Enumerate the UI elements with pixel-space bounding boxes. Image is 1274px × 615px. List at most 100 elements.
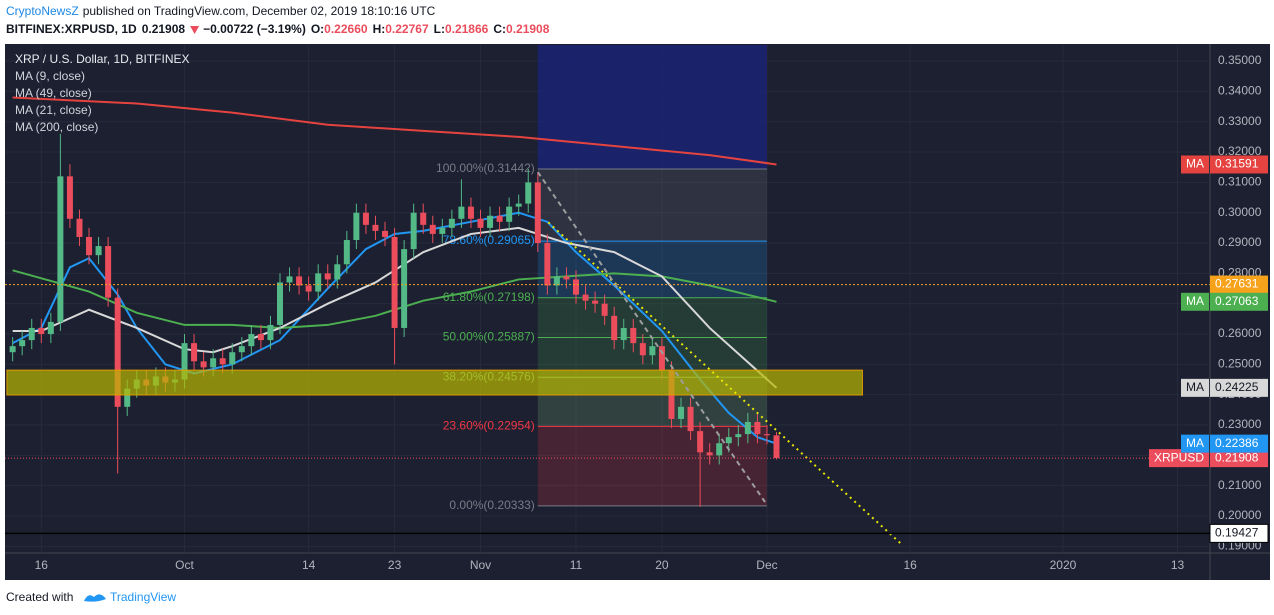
candle-body: [467, 206, 474, 219]
candle-body: [563, 276, 570, 280]
fib-band: [537, 168, 767, 242]
price-tag-name-box: [1148, 449, 1209, 468]
candle-body: [649, 346, 656, 356]
price-tag-value: 0.21908: [1215, 450, 1259, 464]
moving-average: [12, 226, 778, 389]
candle-body: [639, 343, 646, 356]
price-tag-name-box: [1181, 292, 1209, 311]
candle-body: [658, 346, 665, 371]
moving-average: [12, 211, 777, 445]
candle-body: [181, 343, 188, 380]
candle-body: [506, 206, 513, 222]
x-tick-label: 16: [35, 558, 49, 572]
price-tag-value: 0.19427: [1215, 526, 1259, 540]
candle-body: [487, 215, 494, 228]
quote-text: L:: [434, 22, 445, 36]
candle-body: [496, 215, 503, 222]
price-tag-value: 0.31591: [1215, 157, 1259, 171]
candle-body: [525, 182, 532, 204]
y-tick-label: 0.31000: [1218, 175, 1262, 189]
candle-body: [763, 434, 770, 436]
candle-body: [382, 230, 389, 237]
y-tick-label: 0.32000: [1218, 144, 1262, 158]
candle-body: [57, 176, 64, 322]
candle-body: [76, 218, 83, 237]
candle-body: [248, 334, 255, 347]
price-tag: [1210, 292, 1268, 311]
price-tag: [1210, 155, 1268, 174]
y-tick-label: 0.26000: [1218, 326, 1262, 340]
candle-body: [38, 327, 45, 335]
candle-body: [210, 358, 217, 368]
plot-area: 100.00%(0.31442)78.60%(0.29065)61.80%(0.…: [5, 45, 1210, 553]
candle-body: [687, 406, 694, 432]
candle-body: [448, 218, 455, 228]
candle-body: [706, 452, 713, 456]
y-tick-label: 0.29000: [1218, 235, 1262, 249]
candle-body: [553, 276, 560, 286]
candle-body: [305, 285, 312, 292]
price-tag-name-box: [1181, 378, 1209, 397]
candle-body: [86, 236, 93, 256]
candle-body: [66, 176, 73, 219]
price-tag-name: MA: [1186, 294, 1204, 308]
trend-line: [536, 171, 766, 503]
candle-body: [439, 227, 446, 234]
legend-entry: MA (200, close): [15, 120, 98, 134]
candle-body: [286, 276, 293, 283]
y-tick-label: 0.35000: [1218, 53, 1262, 67]
quote-text: 0.21866: [445, 22, 489, 36]
fib-label: 0.00%(0.20333): [449, 498, 534, 512]
candle-body: [114, 297, 121, 407]
x-tick-label: Dec: [756, 558, 777, 572]
candle-body: [515, 203, 522, 207]
candle-body: [429, 224, 436, 234]
candle-body: [544, 243, 551, 286]
candle-body: [229, 352, 236, 365]
y-tick-label: 0.25000: [1218, 357, 1262, 371]
candle-body: [744, 421, 751, 435]
candle-body: [735, 434, 742, 438]
candle-body: [296, 276, 303, 286]
price-tag-name: MA: [1186, 436, 1204, 450]
y-tick-label: 0.21000: [1218, 478, 1262, 492]
candle-body: [716, 443, 723, 456]
price-tag-name-box: [1181, 434, 1209, 453]
candle-body: [773, 435, 780, 459]
candle-body: [391, 236, 398, 328]
price-tag-value: 0.27631: [1215, 277, 1259, 291]
candle-body: [725, 437, 732, 444]
quote-text: H:: [373, 22, 386, 36]
price-tag-name-box: [1181, 155, 1209, 174]
quote-text: 0.22767: [385, 22, 429, 36]
candle-body: [47, 321, 54, 335]
candle-body: [257, 334, 264, 341]
legend-entry: XRP / U.S. Dollar, 1D, BITFINEX: [15, 52, 190, 66]
header-text: published on TradingView.com, December 0…: [83, 4, 436, 18]
quote-text: C:: [493, 22, 506, 36]
candle-body: [124, 388, 131, 407]
candle-body: [620, 327, 627, 341]
candle-body: [219, 358, 226, 365]
candle-body: [582, 294, 589, 301]
candle-body: [592, 300, 599, 304]
y-tick-label: 0.23000: [1218, 417, 1262, 431]
x-tick-label: 11: [570, 558, 583, 572]
quote-text: O:: [311, 22, 324, 36]
fib-label: 50.00%(0.25887): [443, 330, 535, 344]
candle-body: [276, 282, 283, 325]
candle-body: [191, 343, 198, 362]
candle-body: [678, 406, 685, 419]
footer-text: Created with: [6, 590, 73, 604]
x-tick-label: Nov: [470, 558, 491, 572]
quote-text: BITFINEX:XRPUSD, 1D: [6, 22, 137, 36]
candle-body: [477, 218, 484, 228]
tradingview-logo: [84, 594, 106, 602]
fib-label: 100.00%(0.31442): [436, 161, 535, 175]
price-tag-name: MA: [1186, 157, 1204, 171]
quote-text: 0.22660: [324, 22, 368, 36]
candle-body: [324, 273, 331, 280]
candle-body: [372, 224, 379, 231]
candle-body: [334, 264, 341, 280]
